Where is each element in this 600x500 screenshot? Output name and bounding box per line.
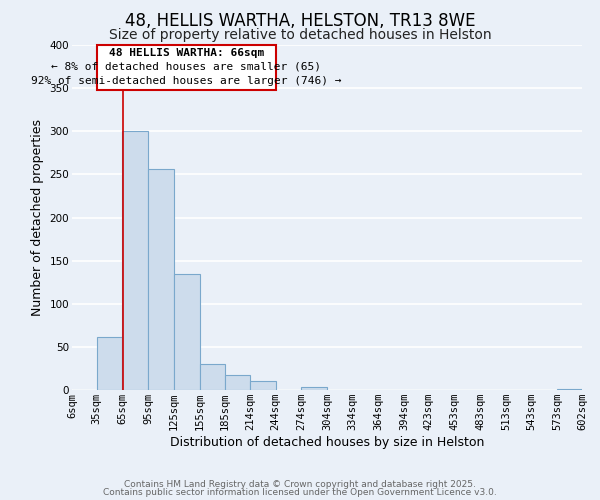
Bar — [174, 274, 199, 390]
Bar — [199, 364, 225, 390]
Bar — [301, 388, 327, 390]
Bar — [250, 380, 275, 390]
Text: Contains public sector information licensed under the Open Government Licence v3: Contains public sector information licen… — [103, 488, 497, 497]
Bar — [122, 131, 148, 390]
Bar — [97, 45, 275, 90]
Bar — [225, 376, 250, 390]
Y-axis label: Number of detached properties: Number of detached properties — [31, 119, 44, 316]
Text: Contains HM Land Registry data © Crown copyright and database right 2025.: Contains HM Land Registry data © Crown c… — [124, 480, 476, 489]
X-axis label: Distribution of detached houses by size in Helston: Distribution of detached houses by size … — [170, 436, 484, 449]
Text: 48, HELLIS WARTHA, HELSTON, TR13 8WE: 48, HELLIS WARTHA, HELSTON, TR13 8WE — [125, 12, 475, 30]
Bar — [557, 389, 582, 390]
Bar — [148, 169, 174, 390]
Text: 48 HELLIS WARTHA: 66sqm: 48 HELLIS WARTHA: 66sqm — [109, 48, 264, 58]
Text: ← 8% of detached houses are smaller (65): ← 8% of detached houses are smaller (65) — [51, 62, 321, 72]
Text: Size of property relative to detached houses in Helston: Size of property relative to detached ho… — [109, 28, 491, 42]
Bar — [97, 336, 122, 390]
Text: 92% of semi-detached houses are larger (746) →: 92% of semi-detached houses are larger (… — [31, 76, 341, 86]
